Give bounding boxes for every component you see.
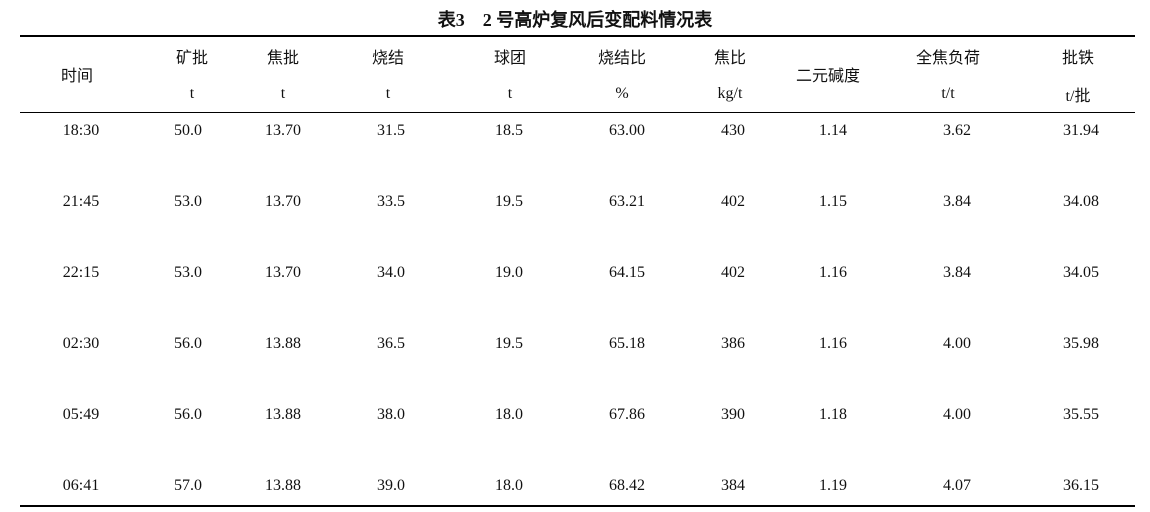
table-cell: 39.0 <box>377 477 405 494</box>
column-name: 矿批 <box>175 50 209 67</box>
table-cell: 31.94 <box>1063 122 1099 139</box>
table-cell: 384 <box>721 477 745 494</box>
column-name: 球团 <box>493 50 527 67</box>
table-cell: 18.5 <box>495 122 523 139</box>
table-cell: 18.0 <box>495 406 523 423</box>
table-cell: 402 <box>721 193 745 210</box>
column-unit: kg/t <box>717 85 743 102</box>
table-title: 表3 2 号高炉复风后变配料情况表 <box>437 10 713 30</box>
table-cell: 390 <box>721 406 745 423</box>
column-unit: % <box>615 85 629 102</box>
table-cell: 13.88 <box>265 477 301 494</box>
table-cell: 68.42 <box>609 477 645 494</box>
table-cell: 430 <box>721 122 745 139</box>
table-cell: 13.70 <box>265 264 301 281</box>
column-name: 烧结 <box>371 50 405 67</box>
table-cell: 22:15 <box>62 264 100 281</box>
column-name: 二元碱度 <box>795 68 861 85</box>
header-rule <box>20 112 1135 113</box>
table-cell: 38.0 <box>377 406 405 423</box>
table-cell: 1.19 <box>819 477 847 494</box>
table-cell: 64.15 <box>609 264 645 281</box>
table-cell: 13.70 <box>265 193 301 210</box>
table-cell: 56.0 <box>174 406 202 423</box>
table-cell: 19.5 <box>495 193 523 210</box>
table-cell: 4.00 <box>943 335 971 352</box>
table-cell: 18:30 <box>62 122 100 139</box>
table-cell: 06:41 <box>62 477 100 494</box>
table-cell: 19.5 <box>495 335 523 352</box>
table-cell: 1.15 <box>819 193 847 210</box>
table-cell: 1.16 <box>819 335 847 352</box>
column-name: 批铁 <box>1061 50 1095 67</box>
table-cell: 56.0 <box>174 335 202 352</box>
table-cell: 50.0 <box>174 122 202 139</box>
bottom-rule <box>20 505 1135 507</box>
column-name: 焦比 <box>713 50 747 67</box>
column-name: 全焦负荷 <box>915 50 981 67</box>
table-cell: 3.84 <box>943 264 971 281</box>
table-cell: 36.5 <box>377 335 405 352</box>
table-cell: 63.21 <box>609 193 645 210</box>
table-cell: 1.16 <box>819 264 847 281</box>
column-name: 焦批 <box>266 50 300 67</box>
table-cell: 1.14 <box>819 122 847 139</box>
table-cell: 35.55 <box>1063 406 1099 423</box>
table-cell: 3.62 <box>943 122 971 139</box>
table-cell: 1.18 <box>819 406 847 423</box>
table-cell: 36.15 <box>1063 477 1099 494</box>
table-cell: 386 <box>721 335 745 352</box>
table-cell: 34.08 <box>1063 193 1099 210</box>
table-cell: 05:49 <box>62 406 100 423</box>
table-cell: 63.00 <box>609 122 645 139</box>
column-unit: t <box>280 85 286 102</box>
column-name: 烧结比 <box>597 50 647 67</box>
column-unit: t <box>189 85 195 102</box>
table-cell: 3.84 <box>943 193 971 210</box>
table-cell: 33.5 <box>377 193 405 210</box>
table-cell: 34.05 <box>1063 264 1099 281</box>
table-cell: 67.86 <box>609 406 645 423</box>
table-cell: 65.18 <box>609 335 645 352</box>
table-cell: 402 <box>721 264 745 281</box>
table-cell: 18.0 <box>495 477 523 494</box>
table-cell: 35.98 <box>1063 335 1099 352</box>
table-cell: 13.88 <box>265 335 301 352</box>
column-name: 时间 <box>60 68 94 85</box>
table-cell: 19.0 <box>495 264 523 281</box>
table-cell: 57.0 <box>174 477 202 494</box>
column-unit: t <box>385 85 391 102</box>
table-cell: 13.88 <box>265 406 301 423</box>
column-unit: t/批 <box>1065 88 1091 105</box>
table-cell: 21:45 <box>62 193 100 210</box>
column-unit: t <box>507 85 513 102</box>
table-cell: 4.00 <box>943 406 971 423</box>
top-rule <box>20 35 1135 37</box>
table-cell: 53.0 <box>174 193 202 210</box>
table-cell: 02:30 <box>62 335 100 352</box>
table-cell: 31.5 <box>377 122 405 139</box>
table-cell: 4.07 <box>943 477 971 494</box>
table-cell: 53.0 <box>174 264 202 281</box>
table-cell: 34.0 <box>377 264 405 281</box>
column-unit: t/t <box>941 85 955 102</box>
table-cell: 13.70 <box>265 122 301 139</box>
